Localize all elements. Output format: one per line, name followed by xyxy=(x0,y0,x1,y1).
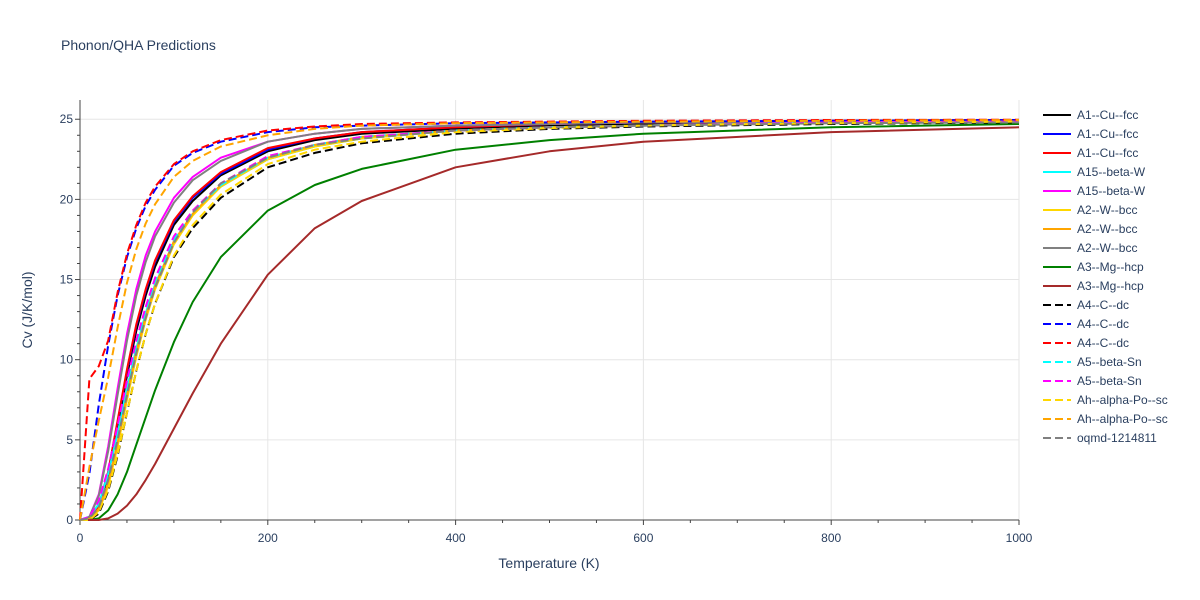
legend-label: Ah--alpha-Po--sc xyxy=(1077,393,1168,407)
y-tick-label: 15 xyxy=(60,273,74,287)
legend-label: A2--W--bcc xyxy=(1077,222,1137,236)
x-tick-label: 600 xyxy=(633,531,653,545)
y-tick-label: 20 xyxy=(60,192,74,206)
legend-label: A5--beta-Sn xyxy=(1077,374,1142,388)
chart-title: Phonon/QHA Predictions xyxy=(61,37,216,53)
grid-lines xyxy=(80,100,1020,520)
x-tick-label: 800 xyxy=(821,531,841,545)
series-line xyxy=(79,119,1020,521)
legend-label: A4--C--dc xyxy=(1077,298,1129,312)
y-axis-ticks: 0 5 10 15 20 25 xyxy=(60,100,81,527)
legend-label: A4--C--dc xyxy=(1077,317,1129,331)
legend-label: A3--Mg--hcp xyxy=(1077,260,1144,274)
series-line xyxy=(79,120,1020,521)
legend-label: A3--Mg--hcp xyxy=(1077,279,1144,293)
legend-label: A2--W--bcc xyxy=(1077,203,1137,217)
y-tick-label: 5 xyxy=(66,433,73,447)
series-line xyxy=(80,126,1020,521)
y-tick-label: 10 xyxy=(60,353,74,367)
legend-label: A4--C--dc xyxy=(1077,336,1129,350)
x-tick-label: 0 xyxy=(77,531,84,545)
legend-label: Ah--alpha-Po--sc xyxy=(1077,412,1168,426)
legend-label: A2--W--bcc xyxy=(1077,241,1137,255)
legend-label: A15--beta-W xyxy=(1077,184,1146,198)
series-line xyxy=(79,119,1020,521)
x-tick-label: 1000 xyxy=(1006,531,1033,545)
x-tick-label: 200 xyxy=(258,531,278,545)
series-line xyxy=(79,119,1020,521)
series-line xyxy=(79,121,1020,521)
y-axis-title: Cv (J/K/mol) xyxy=(19,272,35,349)
legend-label: oqmd-1214811 xyxy=(1077,431,1157,445)
legend-label: A1--Cu--fcc xyxy=(1077,127,1138,141)
x-axis-title: Temperature (K) xyxy=(498,555,599,571)
x-axis-ticks: 0 200 400 600 800 1000 xyxy=(77,519,1033,545)
series-line xyxy=(79,120,1020,521)
legend: A1--Cu--fcc A1--Cu--fcc A1--Cu--fcc A15--be… xyxy=(1043,108,1168,445)
legend-label: A1--Cu--fcc xyxy=(1077,146,1138,160)
y-tick-label: 25 xyxy=(60,112,74,126)
series-line xyxy=(79,120,1020,521)
series-line xyxy=(79,120,1020,521)
legend-label: A1--Cu--fcc xyxy=(1077,108,1138,122)
series-line xyxy=(80,121,1020,521)
series-line xyxy=(79,120,1020,521)
series-line xyxy=(79,119,1020,521)
series-line xyxy=(79,119,1020,521)
y-tick-label: 0 xyxy=(66,513,73,527)
series-line xyxy=(80,120,1020,521)
series-line xyxy=(79,120,1020,521)
legend-label: A5--beta-Sn xyxy=(1077,355,1142,369)
series-line xyxy=(79,119,1020,521)
series-line xyxy=(80,123,1020,521)
series-lines xyxy=(79,118,1020,521)
legend-label: A15--beta-W xyxy=(1077,165,1146,179)
x-tick-label: 400 xyxy=(446,531,466,545)
series-line xyxy=(79,118,1020,521)
